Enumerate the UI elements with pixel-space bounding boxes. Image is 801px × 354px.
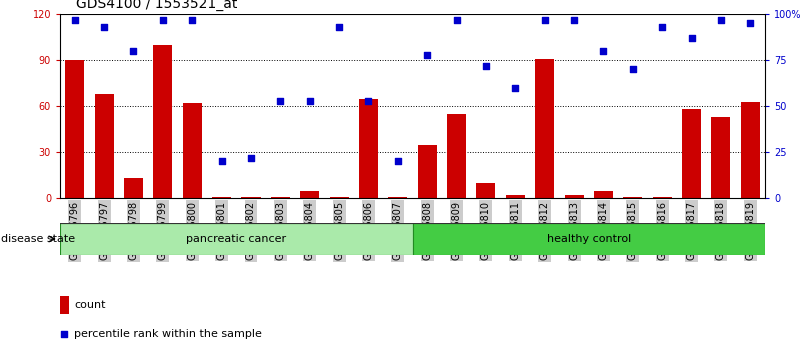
Bar xyxy=(60,296,69,314)
Bar xyxy=(183,103,202,198)
Bar xyxy=(241,197,260,198)
Bar xyxy=(413,223,765,255)
Bar xyxy=(741,102,760,198)
Point xyxy=(186,17,199,23)
Bar xyxy=(300,190,320,198)
Bar xyxy=(65,60,84,198)
Point xyxy=(509,85,521,91)
Point xyxy=(626,67,639,72)
Bar xyxy=(682,109,701,198)
Bar xyxy=(359,98,378,198)
Bar xyxy=(565,195,584,198)
Point xyxy=(568,17,581,23)
Point xyxy=(392,159,405,164)
Bar xyxy=(95,94,114,198)
Bar xyxy=(212,197,231,198)
Point xyxy=(98,24,111,30)
Text: GDS4100 / 1553521_at: GDS4100 / 1553521_at xyxy=(76,0,237,11)
Bar xyxy=(594,190,613,198)
Point xyxy=(332,24,345,30)
Bar xyxy=(124,178,143,198)
Point xyxy=(244,155,257,161)
Bar xyxy=(711,117,731,198)
Text: count: count xyxy=(74,300,106,310)
Point xyxy=(362,98,375,103)
Text: disease state: disease state xyxy=(1,234,75,244)
Bar xyxy=(271,197,290,198)
Bar xyxy=(447,114,466,198)
Bar xyxy=(653,197,672,198)
Bar xyxy=(388,197,408,198)
Text: pancreatic cancer: pancreatic cancer xyxy=(186,234,286,244)
Text: healthy control: healthy control xyxy=(546,234,631,244)
Point xyxy=(685,35,698,41)
Point xyxy=(156,17,169,23)
Bar xyxy=(417,144,437,198)
Text: percentile rank within the sample: percentile rank within the sample xyxy=(74,329,262,339)
Bar xyxy=(505,195,525,198)
Point xyxy=(274,98,287,103)
Bar xyxy=(60,223,413,255)
Point xyxy=(127,48,140,54)
Point xyxy=(215,159,228,164)
Bar xyxy=(329,197,348,198)
Point xyxy=(744,21,757,26)
Point xyxy=(58,331,70,337)
Bar xyxy=(623,197,642,198)
Point xyxy=(538,17,551,23)
Bar xyxy=(477,183,496,198)
Point xyxy=(656,24,669,30)
Bar xyxy=(153,45,172,198)
Point xyxy=(480,63,493,69)
Point xyxy=(714,17,727,23)
Point xyxy=(421,52,433,57)
Point xyxy=(304,98,316,103)
Point xyxy=(597,48,610,54)
Bar xyxy=(535,59,554,198)
Point xyxy=(450,17,463,23)
Point xyxy=(68,17,81,23)
